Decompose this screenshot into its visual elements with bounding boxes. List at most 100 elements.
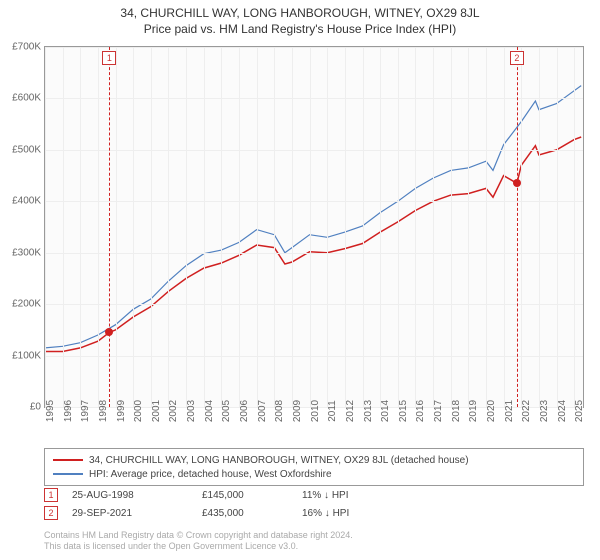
x-axis-label: 2010 [310, 400, 321, 422]
x-axis-label: 2016 [415, 400, 426, 422]
gridline-v [310, 47, 311, 407]
legend-row: HPI: Average price, detached house, West… [53, 467, 575, 481]
x-axis-label: 2001 [151, 400, 162, 422]
x-axis-label: 2018 [451, 400, 462, 422]
legend: 34, CHURCHILL WAY, LONG HANBOROUGH, WITN… [44, 448, 584, 486]
gridline-v [398, 47, 399, 407]
gridline-v [451, 47, 452, 407]
x-axis-label: 2020 [486, 400, 497, 422]
gridline-v [327, 47, 328, 407]
x-axis-label: 2021 [504, 400, 515, 422]
event-marker-box: 2 [510, 51, 524, 65]
y-axis-label: £700K [12, 42, 41, 53]
gridline-v [415, 47, 416, 407]
gridline-h [45, 150, 583, 151]
x-axis-label: 2007 [257, 400, 268, 422]
event-date: 29-SEP-2021 [72, 508, 202, 519]
gridline-v [239, 47, 240, 407]
legend-swatch [53, 459, 83, 461]
x-axis-label: 2015 [398, 400, 409, 422]
gridline-h [45, 356, 583, 357]
gridline-v [468, 47, 469, 407]
title-block: 34, CHURCHILL WAY, LONG HANBOROUGH, WITN… [0, 0, 600, 36]
x-axis-label: 2006 [239, 400, 250, 422]
gridline-v [151, 47, 152, 407]
y-axis-label: £500K [12, 144, 41, 155]
event-marker-box: 1 [102, 51, 116, 65]
x-axis-label: 2022 [521, 400, 532, 422]
event-marker-dot [513, 179, 521, 187]
x-axis-label: 1997 [80, 400, 91, 422]
y-axis-label: £100K [12, 350, 41, 361]
gridline-v [557, 47, 558, 407]
footer-line: Contains HM Land Registry data © Crown c… [44, 530, 584, 541]
event-vline [109, 47, 110, 407]
event-id-box: 1 [44, 488, 58, 502]
x-axis-label: 2004 [204, 400, 215, 422]
y-axis-label: £0 [30, 402, 41, 413]
event-table: 1 25-AUG-1998£145,00011% ↓ HPI 229-SEP-202… [44, 486, 584, 522]
event-row: 229-SEP-2021£435,00016% ↓ HPI [44, 504, 584, 522]
event-vline [517, 47, 518, 407]
gridline-v [380, 47, 381, 407]
legend-swatch [53, 473, 83, 475]
series-line [45, 137, 581, 352]
gridline-v [257, 47, 258, 407]
gridline-v [504, 47, 505, 407]
chart-lines [45, 47, 583, 407]
chart-title: 34, CHURCHILL WAY, LONG HANBOROUGH, WITN… [0, 6, 600, 20]
footer-line: This data is licensed under the Open Gov… [44, 541, 584, 552]
event-date: 25-AUG-1998 [72, 490, 202, 501]
gridline-h [45, 253, 583, 254]
gridline-v [186, 47, 187, 407]
gridline-h [45, 47, 583, 48]
gridline-h [45, 304, 583, 305]
gridline-v [292, 47, 293, 407]
x-axis-label: 2012 [345, 400, 356, 422]
x-axis-label: 2023 [539, 400, 550, 422]
gridline-v [63, 47, 64, 407]
gridline-v [204, 47, 205, 407]
gridline-v [433, 47, 434, 407]
x-axis-label: 2025 [574, 400, 585, 422]
gridline-v [274, 47, 275, 407]
gridline-v [168, 47, 169, 407]
x-axis-label: 2017 [433, 400, 444, 422]
x-axis-label: 1998 [98, 400, 109, 422]
gridline-v [486, 47, 487, 407]
gridline-v [80, 47, 81, 407]
legend-label: 34, CHURCHILL WAY, LONG HANBOROUGH, WITN… [89, 455, 469, 466]
gridline-v [45, 47, 46, 407]
x-axis-label: 2011 [327, 400, 338, 422]
gridline-v [521, 47, 522, 407]
event-marker-dot [105, 328, 113, 336]
x-axis-label: 2024 [557, 400, 568, 422]
footer-attribution: Contains HM Land Registry data © Crown c… [44, 530, 584, 552]
event-diff: 16% ↓ HPI [302, 508, 402, 519]
x-axis-label: 2003 [186, 400, 197, 422]
y-axis-label: £600K [12, 93, 41, 104]
gridline-v [221, 47, 222, 407]
x-axis-label: 2002 [168, 400, 179, 422]
x-axis-label: 1996 [63, 400, 74, 422]
gridline-v [345, 47, 346, 407]
x-axis-label: 2019 [468, 400, 479, 422]
series-line [45, 86, 581, 348]
x-axis-label: 2008 [274, 400, 285, 422]
x-axis-label: 2009 [292, 400, 303, 422]
event-diff: 11% ↓ HPI [302, 490, 402, 501]
gridline-v [363, 47, 364, 407]
y-axis-label: £400K [12, 196, 41, 207]
gridline-v [133, 47, 134, 407]
event-row: 1 25-AUG-1998£145,00011% ↓ HPI [44, 486, 584, 504]
x-axis-label: 2000 [133, 400, 144, 422]
y-axis-label: £200K [12, 299, 41, 310]
gridline-v [116, 47, 117, 407]
event-price: £145,000 [202, 490, 302, 501]
x-axis-label: 2014 [380, 400, 391, 422]
chart-subtitle: Price paid vs. HM Land Registry's House … [0, 22, 600, 36]
gridline-v [98, 47, 99, 407]
chart-area: £0£100K£200K£300K£400K£500K£600K£700K199… [44, 46, 584, 408]
gridline-h [45, 98, 583, 99]
legend-row: 34, CHURCHILL WAY, LONG HANBOROUGH, WITN… [53, 453, 575, 467]
